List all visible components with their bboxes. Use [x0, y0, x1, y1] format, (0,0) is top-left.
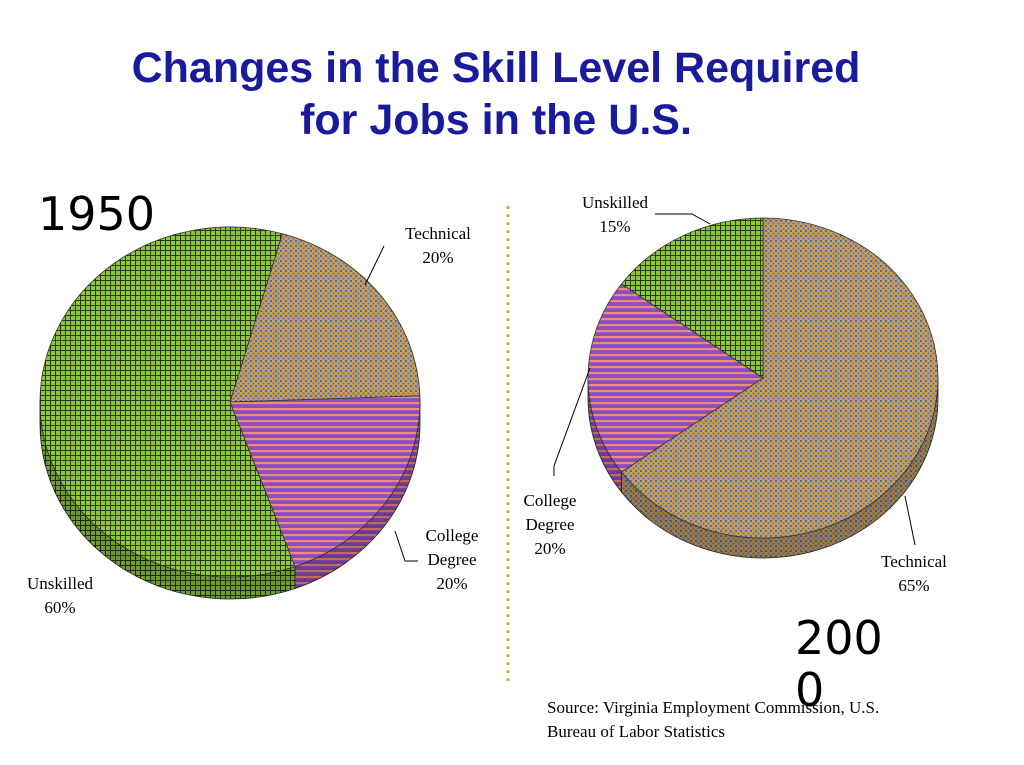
source-line-2: Bureau of Labor Statistics	[547, 722, 725, 741]
pie-1950-slice-unskilled	[39, 226, 296, 578]
label-2000-college-line2: Degree	[525, 515, 575, 534]
label-1950-technical: Technical 20%	[388, 222, 488, 270]
label-2000-technical: Technical 65%	[864, 550, 964, 598]
label-2000-college: College Degree 20%	[505, 489, 595, 561]
label-2000-college-value: 20%	[534, 539, 566, 558]
pie-chart-1950	[39, 226, 421, 600]
label-1950-technical-name: Technical	[405, 224, 471, 243]
pie-chart-2000	[587, 217, 939, 559]
label-1950-unskilled-value: 60%	[44, 598, 76, 617]
leader-2000-college	[553, 367, 591, 476]
pie-2000-slice-unskilled	[620, 217, 764, 379]
label-2000-unskilled-name: Unskilled	[581, 193, 649, 212]
chart-year-2000: 2000	[795, 611, 883, 717]
label-1950-college: College Degree 20%	[407, 524, 497, 596]
pie-1950-slice-technical	[229, 233, 421, 403]
pie-1950-slice-college	[229, 395, 421, 567]
leader-lines	[364, 213, 916, 562]
label-2000-technical-value: 65%	[898, 576, 930, 595]
page-title: Changes in the Skill Level Required for …	[0, 42, 992, 146]
label-1950-college-value: 20%	[436, 574, 468, 593]
label-1950-unskilled-name: Unskilled	[26, 574, 94, 593]
title-line-2: for Jobs in the U.S.	[300, 96, 692, 144]
label-2000-unskilled: Unskilled 15%	[563, 191, 667, 239]
title-line-1: Changes in the Skill Level Required	[131, 44, 861, 92]
source-line-1: Source: Virginia Employment Commission, …	[547, 698, 880, 717]
chart-year-1950: 1950	[38, 187, 156, 241]
leader-1950-college	[394, 530, 418, 562]
leader-2000-unskilled	[655, 213, 711, 225]
label-1950-technical-value: 20%	[422, 248, 454, 267]
label-1950-unskilled: Unskilled 60%	[10, 572, 110, 620]
label-2000-technical-name: Technical	[881, 552, 947, 571]
pie-2000-slice-technical	[620, 217, 939, 539]
source-note: Source: Virginia Employment Commission, …	[547, 696, 879, 744]
label-2000-unskilled-value: 15%	[599, 217, 631, 236]
label-1950-college-line1: College	[425, 526, 479, 545]
label-2000-college-line1: College	[523, 491, 577, 510]
leader-2000-technical	[904, 495, 916, 546]
label-1950-college-line2: Degree	[427, 550, 477, 569]
pie-2000-slice-college	[587, 283, 764, 473]
leader-1950-technical	[364, 245, 385, 286]
